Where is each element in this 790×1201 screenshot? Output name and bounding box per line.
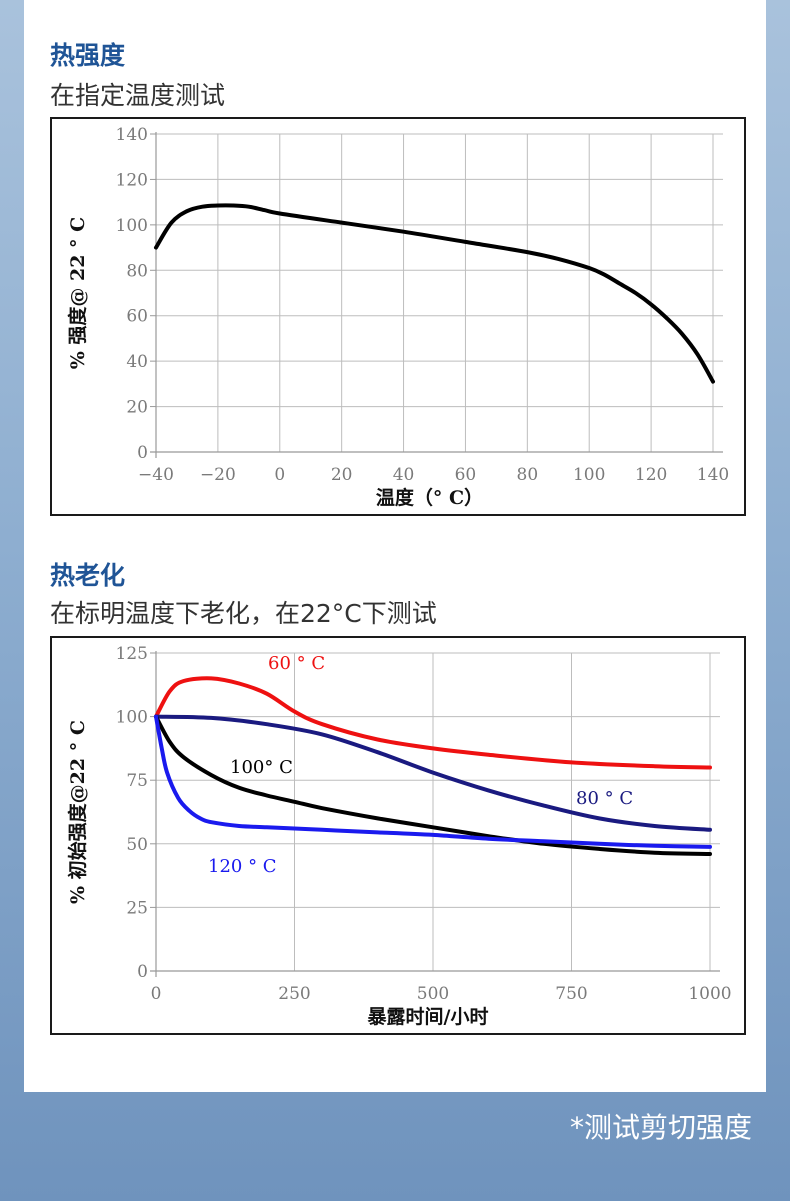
x-tick-label: 120 [635, 465, 667, 485]
x-axis-label: 温度（° C） [376, 486, 483, 509]
x-tick-label: 20 [331, 465, 353, 485]
series-line [154, 676, 712, 770]
y-tick-label: 40 [126, 352, 148, 372]
x-tick-label: 1000 [688, 984, 731, 1004]
y-tick-label: 125 [116, 644, 148, 664]
x-tick-label: 60 [455, 465, 477, 485]
chart-heat-aging-svg: 0 25 50 75 100 125 0 250 500 750 1000 暴露时间/小时 % 初始强度… [66, 644, 732, 1028]
series-label: 120 ° C [208, 856, 277, 877]
series-label: 100° C [230, 757, 293, 778]
x-tick-label: 80 [517, 465, 539, 485]
series-line [154, 714, 712, 849]
x-tick-label: 750 [555, 984, 587, 1004]
x-tick-label: 40 [393, 465, 415, 485]
x-tick-label: 100 [573, 465, 605, 485]
y-tick-label: 75 [126, 771, 148, 791]
x-tick-label: 500 [417, 984, 449, 1004]
content-card: 热强度 在指定温度测试 0 20 40 60 80 100 120 140 −40 −20 0 20 4… [24, 0, 766, 1092]
y-tick-label: 50 [126, 835, 148, 855]
series-label: 60 ° C [268, 653, 325, 674]
series-line [154, 714, 712, 832]
x-tick-label: −40 [138, 465, 174, 485]
y-tick-label: 120 [116, 170, 148, 190]
chart-thermal-strength: 0 20 40 60 80 100 120 140 −40 −20 0 20 40 60 80 100 120 1… [50, 117, 746, 516]
chart-heat-aging: 0 25 50 75 100 125 0 250 500 750 1000 暴露时间/小时 % 初始强度… [50, 636, 746, 1035]
y-tick-label: 100 [116, 708, 148, 728]
x-tick-label: 0 [274, 465, 285, 485]
footnote: *测试剪切强度 [569, 1111, 752, 1144]
series-label: 80 ° C [576, 788, 633, 809]
x-tick-label: 0 [151, 984, 162, 1004]
chart-thermal-strength-svg: 0 20 40 60 80 100 120 140 −40 −20 0 20 40 60 80 100 120 1… [66, 125, 729, 509]
section-title-heat-aging: 热老化 [50, 561, 126, 590]
x-axis-label: 暴露时间/小时 [368, 1006, 489, 1028]
y-tick-label: 25 [126, 898, 148, 918]
section-subtitle-heat-aging: 在标明温度下老化，在22°C下测试 [50, 599, 437, 628]
y-tick-label: 60 [126, 307, 148, 327]
x-tick-label: −20 [200, 465, 236, 485]
y-tick-label: 0 [137, 962, 148, 982]
y-tick-label: 100 [116, 216, 148, 236]
y-tick-label: 0 [137, 443, 148, 463]
x-tick-label: 140 [697, 465, 729, 485]
y-axis-label: % 初始强度@22 ° C [66, 720, 89, 904]
y-axis-label: % 强度@ 22 ° C [66, 217, 89, 370]
series-line [154, 203, 715, 384]
y-tick-label: 20 [126, 398, 148, 418]
y-tick-label: 140 [116, 125, 148, 145]
section-title-thermal-strength: 热强度 [50, 41, 126, 70]
series-line [154, 714, 712, 856]
section-subtitle-thermal-strength: 在指定温度测试 [50, 81, 226, 110]
x-tick-label: 250 [278, 984, 310, 1004]
y-tick-label: 80 [126, 261, 148, 281]
